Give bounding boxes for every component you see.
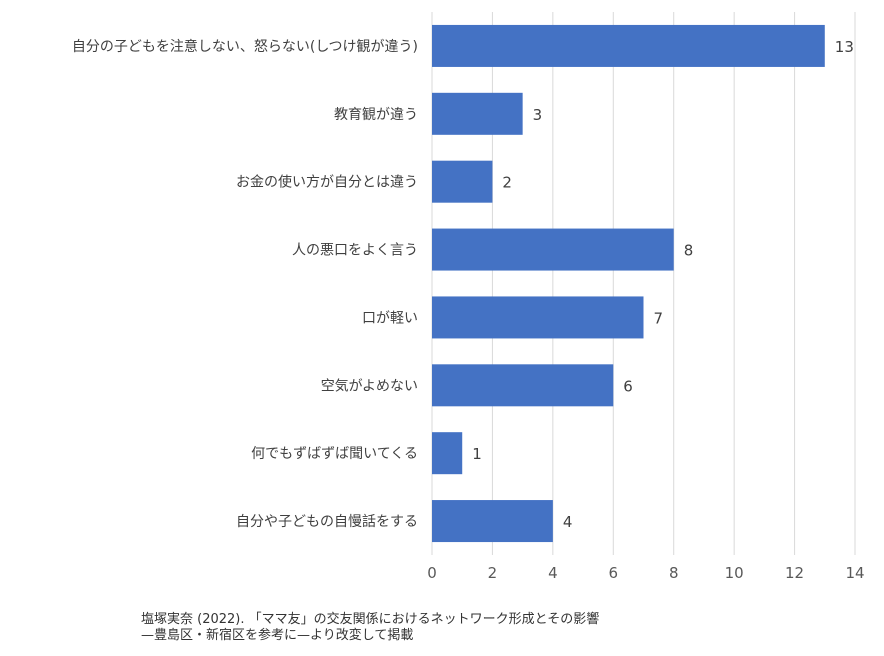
data-label: 6 — [623, 377, 633, 395]
category-label: 自分の子どもを注意しない、怒らない(しつけ観が違う) — [72, 38, 418, 55]
data-label: 7 — [654, 309, 664, 327]
bar — [432, 24, 825, 67]
category-label: 何でもずばずば聞いてくる — [251, 446, 418, 462]
category-label: 人の悪口をよく言う — [292, 243, 418, 259]
source-line-1: 塩塚実奈 (2022). 「ママ友」の交友関係におけるネットワーク形成とその影響 — [141, 612, 600, 627]
data-label: 8 — [684, 242, 694, 260]
bar — [432, 296, 644, 339]
bar — [432, 364, 614, 407]
category-label: 空気がよめない — [321, 378, 418, 394]
category-label: 自分や子どもの自慢話をする — [236, 513, 418, 530]
x-tick-label: 14 — [845, 564, 864, 582]
bar — [432, 500, 553, 543]
category-label: お金の使い方が自分とは違う — [236, 174, 418, 191]
data-label: 1 — [472, 445, 482, 463]
category-label: 口が軽い — [362, 310, 418, 326]
data-label: 3 — [533, 106, 543, 124]
x-tick-label: 10 — [725, 564, 744, 582]
data-label: 13 — [835, 38, 854, 56]
data-label: 2 — [502, 174, 512, 192]
x-tick-label: 8 — [669, 564, 679, 582]
source-line-2: —豊島区・新宿区を参考に—より改変して掲載 — [141, 628, 414, 643]
x-tick-label: 12 — [785, 564, 804, 582]
bar — [432, 160, 493, 203]
bar — [432, 92, 523, 135]
x-tick-label: 4 — [548, 564, 558, 582]
bar — [432, 432, 463, 475]
data-label: 4 — [563, 513, 573, 531]
x-tick-label: 6 — [609, 564, 619, 582]
category-label: 教育観が違う — [334, 106, 418, 123]
x-tick-label: 0 — [427, 564, 437, 582]
bar — [432, 228, 674, 271]
x-tick-label: 2 — [488, 564, 498, 582]
